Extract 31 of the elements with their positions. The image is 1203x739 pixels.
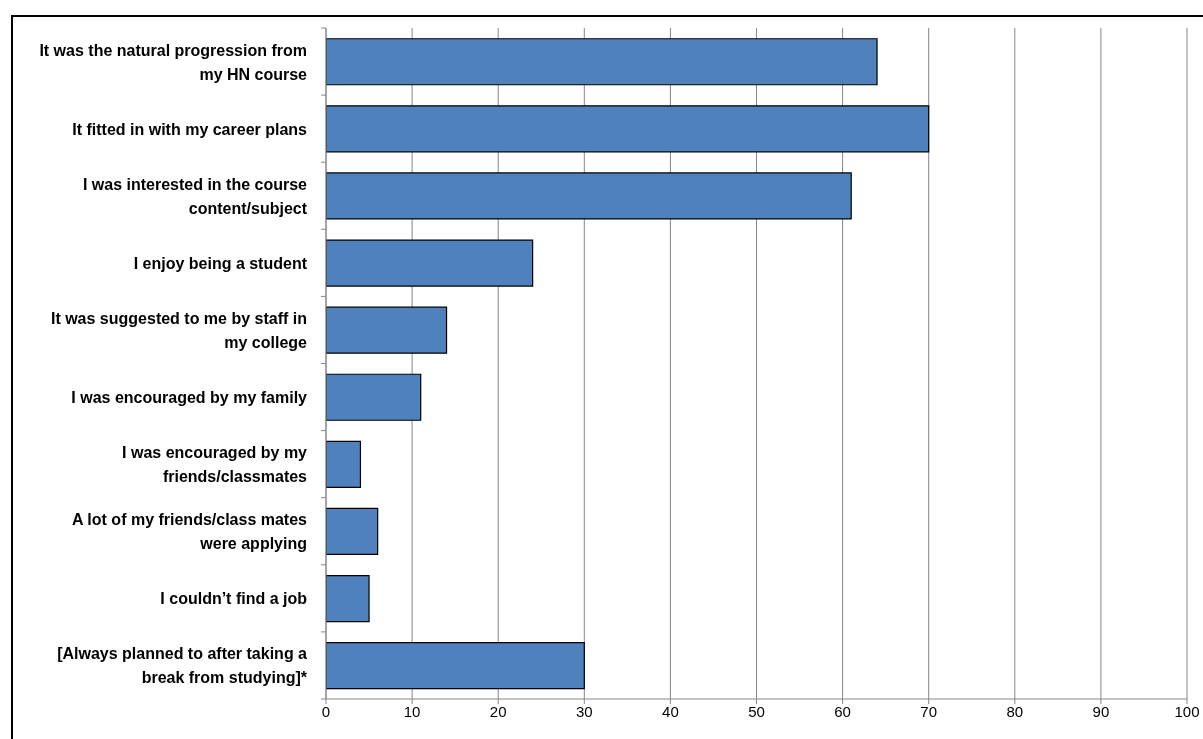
y-tick-label: [Always planned to after taking a break from studying]* bbox=[57, 644, 308, 686]
x-tick-label: 40 bbox=[662, 702, 679, 720]
bar bbox=[326, 440, 362, 488]
x-tick-label: 60 bbox=[834, 702, 851, 720]
y-tick-label: I enjoy being a student bbox=[133, 254, 308, 272]
x-tick-label: 10 bbox=[403, 702, 421, 720]
bar bbox=[326, 38, 878, 86]
bar bbox=[326, 507, 379, 556]
bar bbox=[326, 642, 585, 690]
y-tick-label: A lot of my friends/class mates were applying bbox=[71, 510, 308, 552]
y-tick-label: I was interested in the course content/subject bbox=[82, 175, 308, 217]
x-tick-label: 70 bbox=[920, 702, 938, 720]
x-tick-label: 50 bbox=[748, 702, 765, 720]
bar bbox=[326, 306, 448, 354]
x-tick-label: 30 bbox=[575, 702, 593, 720]
y-tick-label: I was encouraged by my friends/classmates bbox=[122, 443, 308, 485]
x-tick-label: 90 bbox=[1092, 702, 1110, 720]
x-tick-label: 80 bbox=[1006, 702, 1024, 720]
x-tick-label: 20 bbox=[489, 702, 507, 720]
y-tick-label: I was encouraged by my family bbox=[71, 388, 308, 406]
y-tick-label: It was the natural progression from my HN course bbox=[39, 41, 308, 83]
bar bbox=[326, 574, 370, 623]
bar bbox=[326, 172, 852, 220]
y-tick-label: I couldn’t find a job bbox=[160, 589, 308, 607]
x-tick-label: 100 bbox=[1174, 702, 1200, 720]
bar bbox=[326, 239, 534, 287]
y-tick-label: It was suggested to me by staff in my college bbox=[50, 309, 308, 351]
x-tick-label: 0 bbox=[321, 702, 331, 720]
bar bbox=[326, 373, 422, 421]
y-tick-label: It fitted in with my career plans bbox=[72, 120, 308, 138]
bar bbox=[326, 105, 930, 153]
